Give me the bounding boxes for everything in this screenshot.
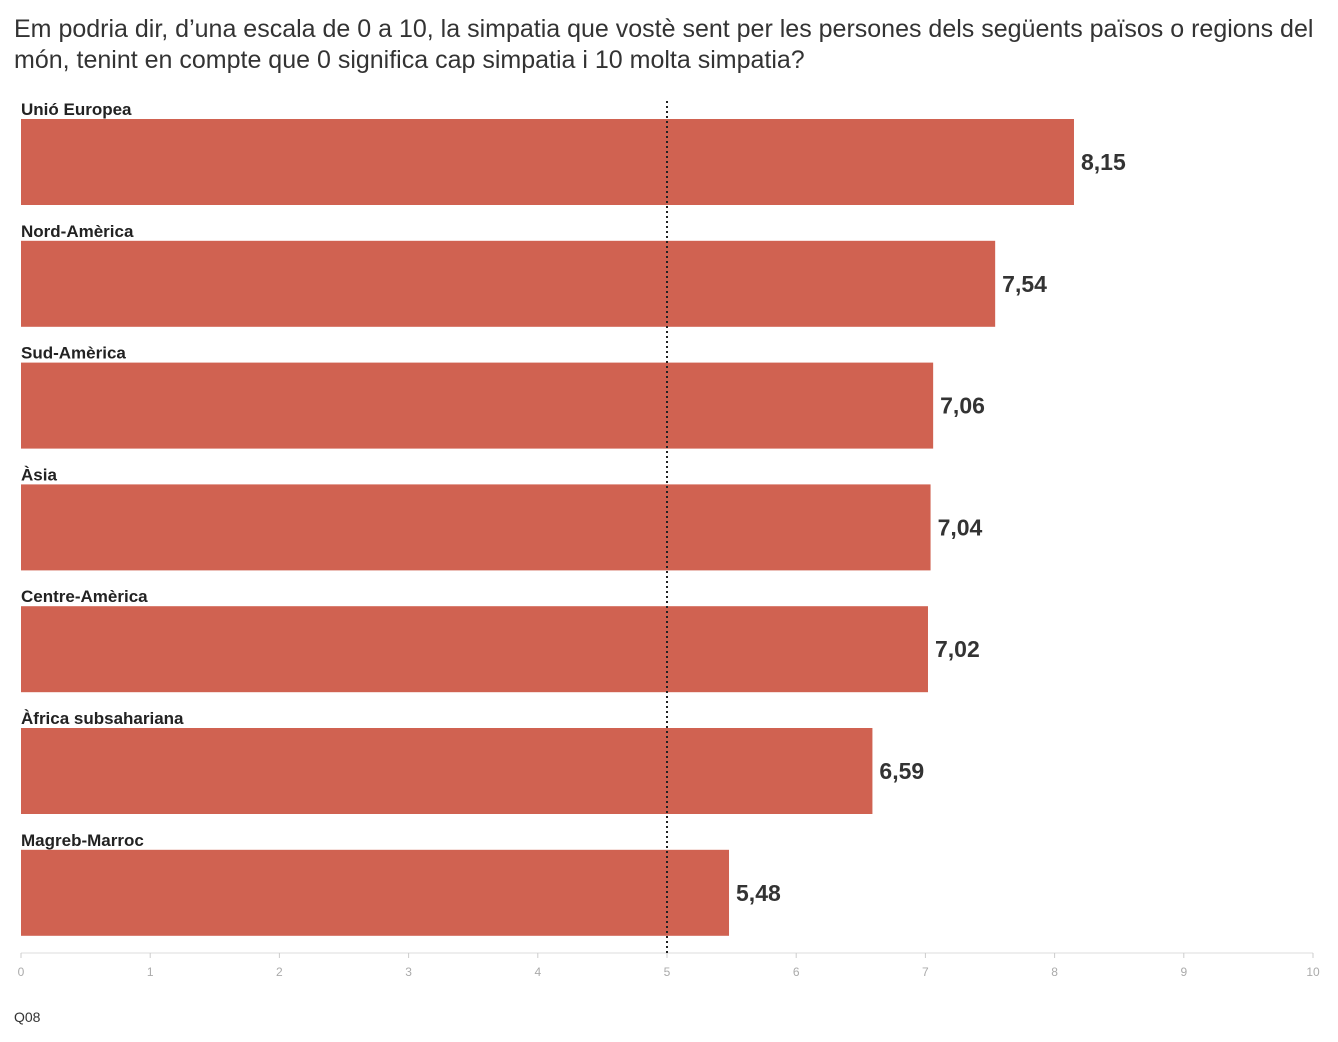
x-tick-label: 10 bbox=[1306, 965, 1320, 979]
category-label: Nord-Amèrica bbox=[21, 222, 134, 241]
value-label: 7,06 bbox=[940, 393, 985, 419]
bar bbox=[21, 240, 996, 327]
value-label: 7,04 bbox=[938, 514, 983, 540]
value-label: 5,48 bbox=[736, 880, 781, 906]
bar bbox=[21, 728, 873, 814]
category-label: Sud-Amèrica bbox=[21, 344, 126, 363]
bar-chart: Unió Europea 8,15 Nord-Amèrica 7,54 Sud-Amèr… bbox=[18, 100, 1320, 979]
bars-layer: Unió Europea 8,15 Nord-Amèrica 7,54 Sud-Amèr… bbox=[21, 100, 1126, 936]
x-tick-label: 2 bbox=[276, 965, 283, 979]
bar bbox=[21, 606, 928, 693]
x-tick-label: 7 bbox=[922, 965, 929, 979]
x-tick-label: 3 bbox=[405, 965, 412, 979]
category-label: Magreb-Marroc bbox=[21, 831, 144, 850]
x-tick-label: 4 bbox=[534, 965, 541, 979]
category-label: Centre-Amèrica bbox=[21, 587, 148, 606]
x-tick-label: 9 bbox=[1180, 965, 1187, 979]
bar bbox=[21, 362, 934, 449]
value-label: 8,15 bbox=[1081, 149, 1126, 175]
bar bbox=[21, 484, 931, 571]
chart-note: Q08 bbox=[14, 1009, 41, 1025]
x-tick-label: 5 bbox=[664, 965, 671, 979]
x-tick-label: 1 bbox=[147, 965, 154, 979]
category-label: Àsia bbox=[21, 465, 57, 484]
value-label: 7,54 bbox=[1002, 271, 1047, 297]
chart-title: Em podria dir, d’una escala de 0 a 10, l… bbox=[14, 15, 1314, 74]
x-tick-label: 8 bbox=[1051, 965, 1058, 979]
value-label: 7,02 bbox=[935, 636, 980, 662]
category-label: Unió Europea bbox=[21, 100, 132, 119]
bar bbox=[21, 119, 1074, 205]
x-tick-label: 6 bbox=[793, 965, 800, 979]
value-label: 6,59 bbox=[879, 758, 924, 784]
x-axis: 0 1 2 3 4 5 6 7 8 9 10 bbox=[18, 952, 1320, 979]
x-tick-label: 0 bbox=[18, 965, 25, 979]
category-label: Àfrica subsahariana bbox=[21, 709, 184, 728]
bar bbox=[21, 849, 730, 936]
